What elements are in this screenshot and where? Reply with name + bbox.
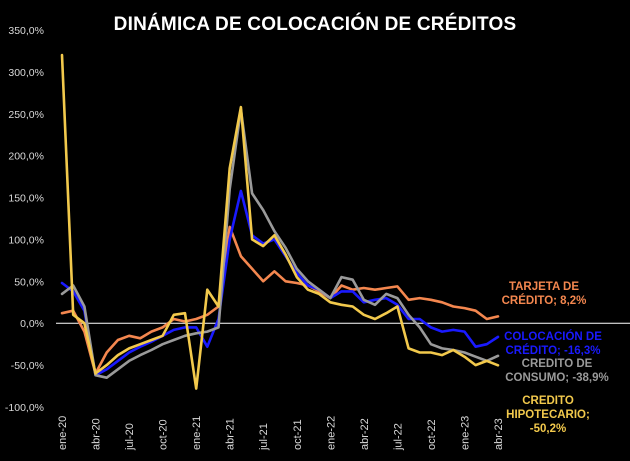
x-tick-label: ene-22	[325, 416, 337, 450]
series-end-label-line: CREDITO DE	[522, 358, 593, 370]
y-tick-label: 150,0%	[8, 193, 44, 205]
series-end-label: CREDITO HIPOTECARIO; -50,2%	[506, 395, 590, 435]
x-tick-label: oct-22	[426, 419, 438, 450]
y-tick-label: 300,0%	[8, 67, 44, 79]
series-end-label-line: CRÉDITO; 8,2%	[502, 294, 587, 307]
x-tick-label: abr-22	[359, 418, 371, 450]
x-tick-label: ene-20	[57, 416, 69, 450]
series-line-1	[60, 225, 500, 375]
x-tick-label: jul-22	[392, 423, 404, 451]
series-end-label-line: CREDITO	[522, 395, 574, 407]
y-tick-label: 250,0%	[8, 109, 44, 121]
series-end-label: COLOCACIÓN DE CRÉDITO; -16,3%	[504, 330, 602, 357]
x-tick-label: ene-21	[191, 416, 203, 450]
series-end-label-line: -50,2%	[530, 423, 566, 435]
series-line-4	[60, 53, 500, 390]
series-end-label-line: TARJETA DE	[509, 281, 579, 293]
y-tick-label: 350,0%	[8, 25, 44, 37]
x-tick-label: abr-20	[91, 418, 103, 450]
series-end-label-line: COLOCACIÓN DE	[504, 330, 602, 343]
y-tick-label: 200,0%	[8, 151, 44, 163]
series-line-3	[60, 108, 500, 380]
y-tick-label: 50,0%	[14, 276, 44, 288]
series-line-2	[60, 189, 500, 377]
series-end-label: CREDITO DE CONSUMO; -38,9%	[505, 358, 609, 384]
x-tick-label: abr-23	[493, 418, 505, 450]
x-tick-label: jul-21	[258, 423, 270, 451]
chart-title: DINÁMICA DE COLOCACIÓN DE CRÉDITOS	[113, 14, 517, 35]
series-end-label-line: CONSUMO; -38,9%	[505, 372, 609, 384]
x-tick-label: abr-21	[225, 418, 237, 450]
x-tick-label: ene-23	[459, 416, 471, 450]
x-tick-label: jul-20	[124, 423, 136, 451]
series-end-label-line: CRÉDITO; -16,3%	[505, 344, 600, 357]
series-end-label: TARJETA DE CRÉDITO; 8,2%	[502, 281, 587, 307]
y-tick-label: 100,0%	[8, 234, 44, 246]
x-tick-label: oct-20	[158, 419, 170, 450]
series-end-label-line: HIPOTECARIO;	[506, 409, 590, 421]
y-tick-label: -50,0%	[11, 360, 44, 372]
y-tick-label: 0,0%	[20, 318, 44, 330]
y-tick-label: -100,0%	[5, 402, 44, 414]
x-tick-label: oct-21	[292, 419, 304, 450]
